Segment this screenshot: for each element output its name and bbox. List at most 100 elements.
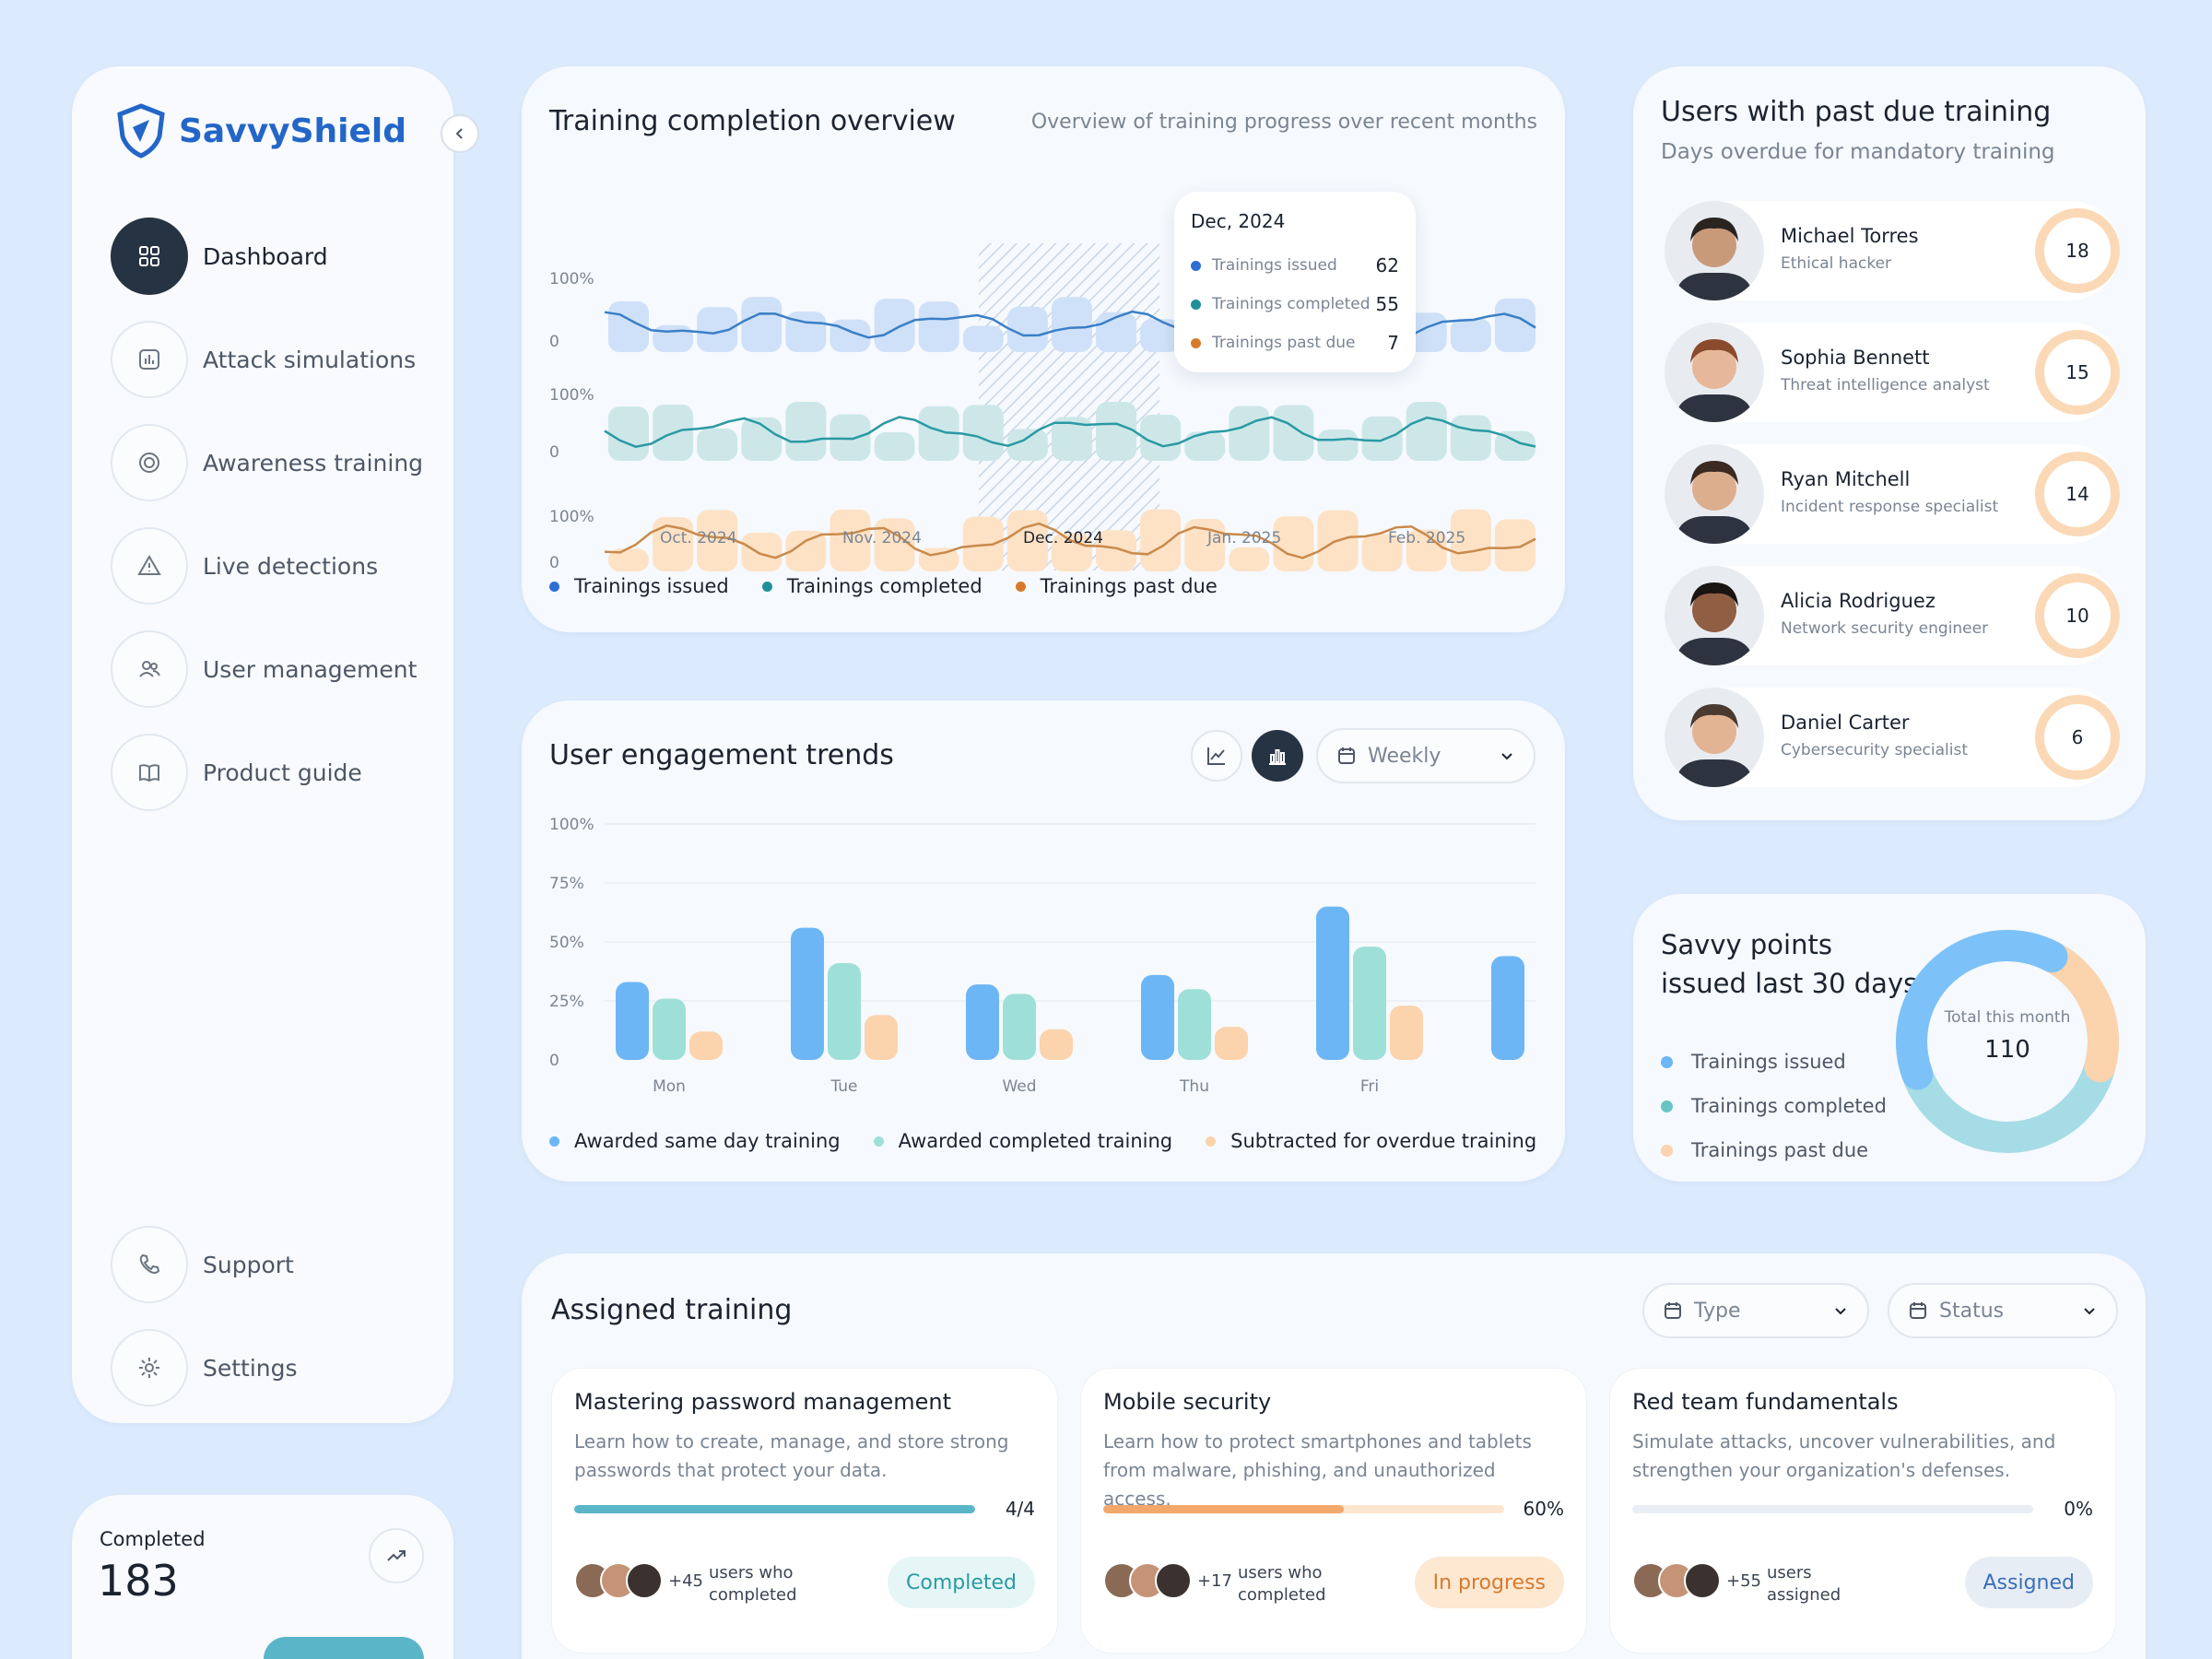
sidebar-item-label: User management — [203, 655, 418, 683]
bar-same-day[interactable] — [791, 927, 824, 1060]
grid-icon — [111, 218, 188, 295]
bar-completed[interactable] — [828, 963, 861, 1060]
user-name: Michael Torres — [1781, 225, 1919, 247]
sidebar-item-support[interactable]: Support — [111, 1226, 424, 1303]
y-label: 0 — [549, 554, 559, 572]
bar-same-day[interactable] — [1316, 906, 1349, 1060]
tooltip-row: Trainings past due 7 — [1191, 332, 1399, 354]
user-role: Incident response specialist — [1781, 498, 1999, 516]
avatar — [1665, 323, 1764, 422]
line-chart-toggle[interactable] — [1191, 730, 1242, 782]
bar-same-day[interactable] — [1491, 956, 1524, 1060]
legend-label: Trainings past due — [1040, 575, 1218, 597]
sidebar-item-live-detections[interactable]: Live detections — [111, 527, 424, 605]
sidebar-item-user-management[interactable]: User management — [111, 630, 424, 708]
days-overdue-badge: 6 — [2035, 695, 2120, 780]
overview-band-bar — [741, 417, 782, 461]
bar-overdue[interactable] — [1040, 1029, 1073, 1060]
avatar — [1684, 1562, 1721, 1599]
spinner-icon — [111, 424, 188, 501]
overview-band-bar — [1140, 414, 1182, 461]
bar-same-day[interactable] — [1141, 974, 1174, 1060]
training-card[interactable]: Mastering password management Learn how … — [551, 1368, 1058, 1653]
avatar-count: +45 — [668, 1571, 703, 1591]
y-label: 100% — [549, 270, 594, 288]
user-name: Ryan Mitchell — [1781, 468, 1911, 490]
sidebar-item-product-guide[interactable]: Product guide — [111, 734, 424, 811]
y-label: 100% — [549, 386, 594, 405]
avatar-count: +55 — [1726, 1571, 1761, 1591]
overview-band-bar — [785, 312, 827, 352]
legend-item: Trainings completed — [761, 575, 982, 597]
bar-overdue[interactable] — [689, 1031, 723, 1060]
past-due-user-row[interactable]: Daniel Carter Cybersecurity specialist 6 — [1665, 688, 2120, 787]
y-label: 0 — [549, 443, 559, 462]
trend-button[interactable] — [369, 1528, 424, 1583]
overview-band-bar — [1273, 405, 1314, 461]
shield-logo-icon — [117, 103, 165, 159]
collapse-sidebar-button[interactable] — [441, 114, 479, 153]
period-select-value: Weekly — [1368, 744, 1441, 768]
x-tick-label: Fri — [1360, 1077, 1379, 1096]
bar-chart-toggle[interactable] — [1252, 730, 1303, 782]
days-overdue-badge: 15 — [2035, 330, 2120, 415]
sidebar-item-awareness-training[interactable]: Awareness training — [111, 424, 424, 501]
sidebar-item-attack-simulations[interactable]: Attack simulations — [111, 321, 424, 398]
title-line: issued last 30 days — [1661, 968, 1918, 999]
users-caption: users who completed — [1238, 1562, 1326, 1606]
chevron-left-icon — [455, 128, 463, 139]
sidebar-item-dashboard[interactable]: Dashboard — [111, 218, 424, 295]
avatar-group[interactable]: +17 — [1103, 1562, 1232, 1599]
bar-same-day[interactable] — [966, 984, 999, 1060]
bar-completed[interactable] — [1353, 947, 1386, 1060]
training-card[interactable]: Mobile security Learn how to protect sma… — [1080, 1368, 1587, 1653]
past-due-user-row[interactable]: Ryan Mitchell Incident response speciali… — [1665, 444, 2120, 544]
users-caption: users who completed — [709, 1562, 797, 1606]
tooltip-dot — [1191, 337, 1201, 348]
overview-series-line — [604, 522, 1536, 559]
type-filter[interactable]: Type — [1642, 1283, 1869, 1338]
legend-item: Trainings issued — [549, 575, 729, 597]
brand[interactable]: SavvyShield — [116, 103, 406, 159]
completed-card: Completed 183 — [72, 1495, 453, 1659]
bar-overdue[interactable] — [1215, 1027, 1248, 1060]
period-select[interactable]: Weekly — [1316, 728, 1535, 783]
user-name: Sophia Bennett — [1781, 347, 1930, 369]
status-filter[interactable]: Status — [1888, 1283, 2118, 1338]
training-card[interactable]: Red team fundamentals Simulate attacks, … — [1609, 1368, 2116, 1653]
legend-item: Trainings issued — [1661, 1040, 1887, 1084]
savvy-points-card: Savvy points issued last 30 days Trainin… — [1633, 894, 2146, 1182]
past-due-user-row[interactable]: Michael Torres Ethical hacker 18 — [1665, 201, 2120, 300]
avatar-group[interactable]: +55 — [1632, 1562, 1761, 1599]
bar-completed[interactable] — [653, 998, 686, 1060]
sidebar-item-label: Attack simulations — [203, 346, 417, 373]
sidebar-item-settings[interactable]: Settings — [111, 1329, 424, 1406]
month-label: Nov. 2024 — [842, 529, 922, 547]
card-subtitle: Overview of training progress over recen… — [1030, 111, 1537, 134]
legend-dot — [549, 581, 559, 592]
donut-total-value: 110 — [1984, 1036, 2030, 1064]
overview-band-bar — [1006, 429, 1048, 461]
bar-completed[interactable] — [1178, 989, 1211, 1060]
legend-label: Trainings past due — [1691, 1139, 1869, 1161]
legend-item: Awarded completed training — [873, 1130, 1173, 1152]
line-chart-icon — [1207, 747, 1225, 765]
bar-overdue[interactable] — [1390, 1006, 1423, 1060]
bar-same-day[interactable] — [616, 982, 649, 1060]
days-overdue-value: 6 — [2071, 726, 2084, 748]
y-label: 0 — [549, 333, 559, 351]
overview-series-line — [604, 416, 1536, 448]
status-badge: Assigned — [1964, 1557, 2093, 1608]
training-description: Learn how to protect smartphones and tab… — [1103, 1430, 1532, 1510]
avatar-group[interactable]: +45 — [574, 1562, 703, 1599]
bar-overdue[interactable] — [865, 1015, 898, 1060]
sidebar-item-label: Awareness training — [203, 449, 424, 477]
users-icon — [111, 630, 188, 708]
overview-band-bar — [1229, 406, 1270, 461]
past-due-user-row[interactable]: Sophia Bennett Threat intelligence analy… — [1665, 323, 2120, 422]
tooltip-dot — [1191, 299, 1201, 310]
past-due-user-row[interactable]: Alicia Rodriguez Network security engine… — [1665, 566, 2120, 665]
legend-label: Awarded completed training — [898, 1130, 1173, 1152]
legend-dot — [1015, 581, 1026, 592]
bar-completed[interactable] — [1003, 994, 1036, 1060]
